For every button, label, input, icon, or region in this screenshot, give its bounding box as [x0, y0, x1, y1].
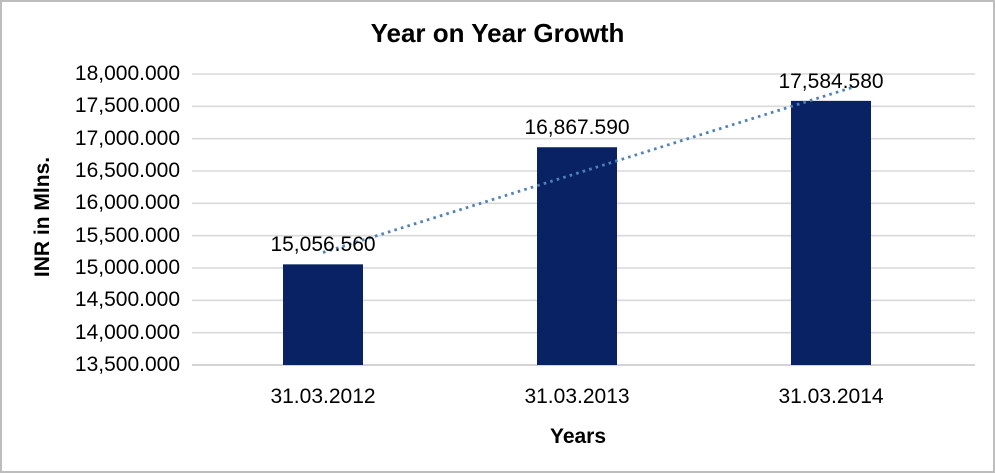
bar-31.03.2012[interactable]	[283, 264, 363, 365]
y-tick-label: 15,000.000	[74, 256, 180, 279]
y-tick-label: 15,500.000	[74, 223, 180, 247]
x-category-label: 31.03.2012	[270, 385, 376, 408]
data-label: 15,056.560	[270, 233, 376, 257]
y-tick-label: 17,000.000	[74, 126, 180, 150]
y-tick-label: 13,500.000	[74, 353, 180, 376]
y-tick-label: 17,500.000	[74, 94, 180, 118]
chart-title: Year on Year Growth	[370, 18, 625, 48]
x-category-label: 31.03.2014	[778, 385, 884, 408]
x-axis-title: Years	[549, 425, 607, 448]
data-label: 17,584.580	[778, 69, 884, 93]
trendline[interactable]	[322, 85, 855, 254]
x-category-label: 31.03.2013	[524, 385, 630, 408]
y-tick-label: 16,500.000	[74, 159, 180, 182]
y-tick-label: 18,000.000	[74, 62, 180, 85]
y-tick-label: 16,000.000	[74, 191, 180, 215]
bar-31.03.2013[interactable]	[537, 147, 617, 365]
y-tick-label: 14,500.000	[74, 288, 180, 312]
data-label: 16,867.590	[524, 116, 630, 140]
y-tick-label: 14,000.000	[74, 320, 180, 344]
bar-31.03.2014[interactable]	[791, 100, 871, 365]
